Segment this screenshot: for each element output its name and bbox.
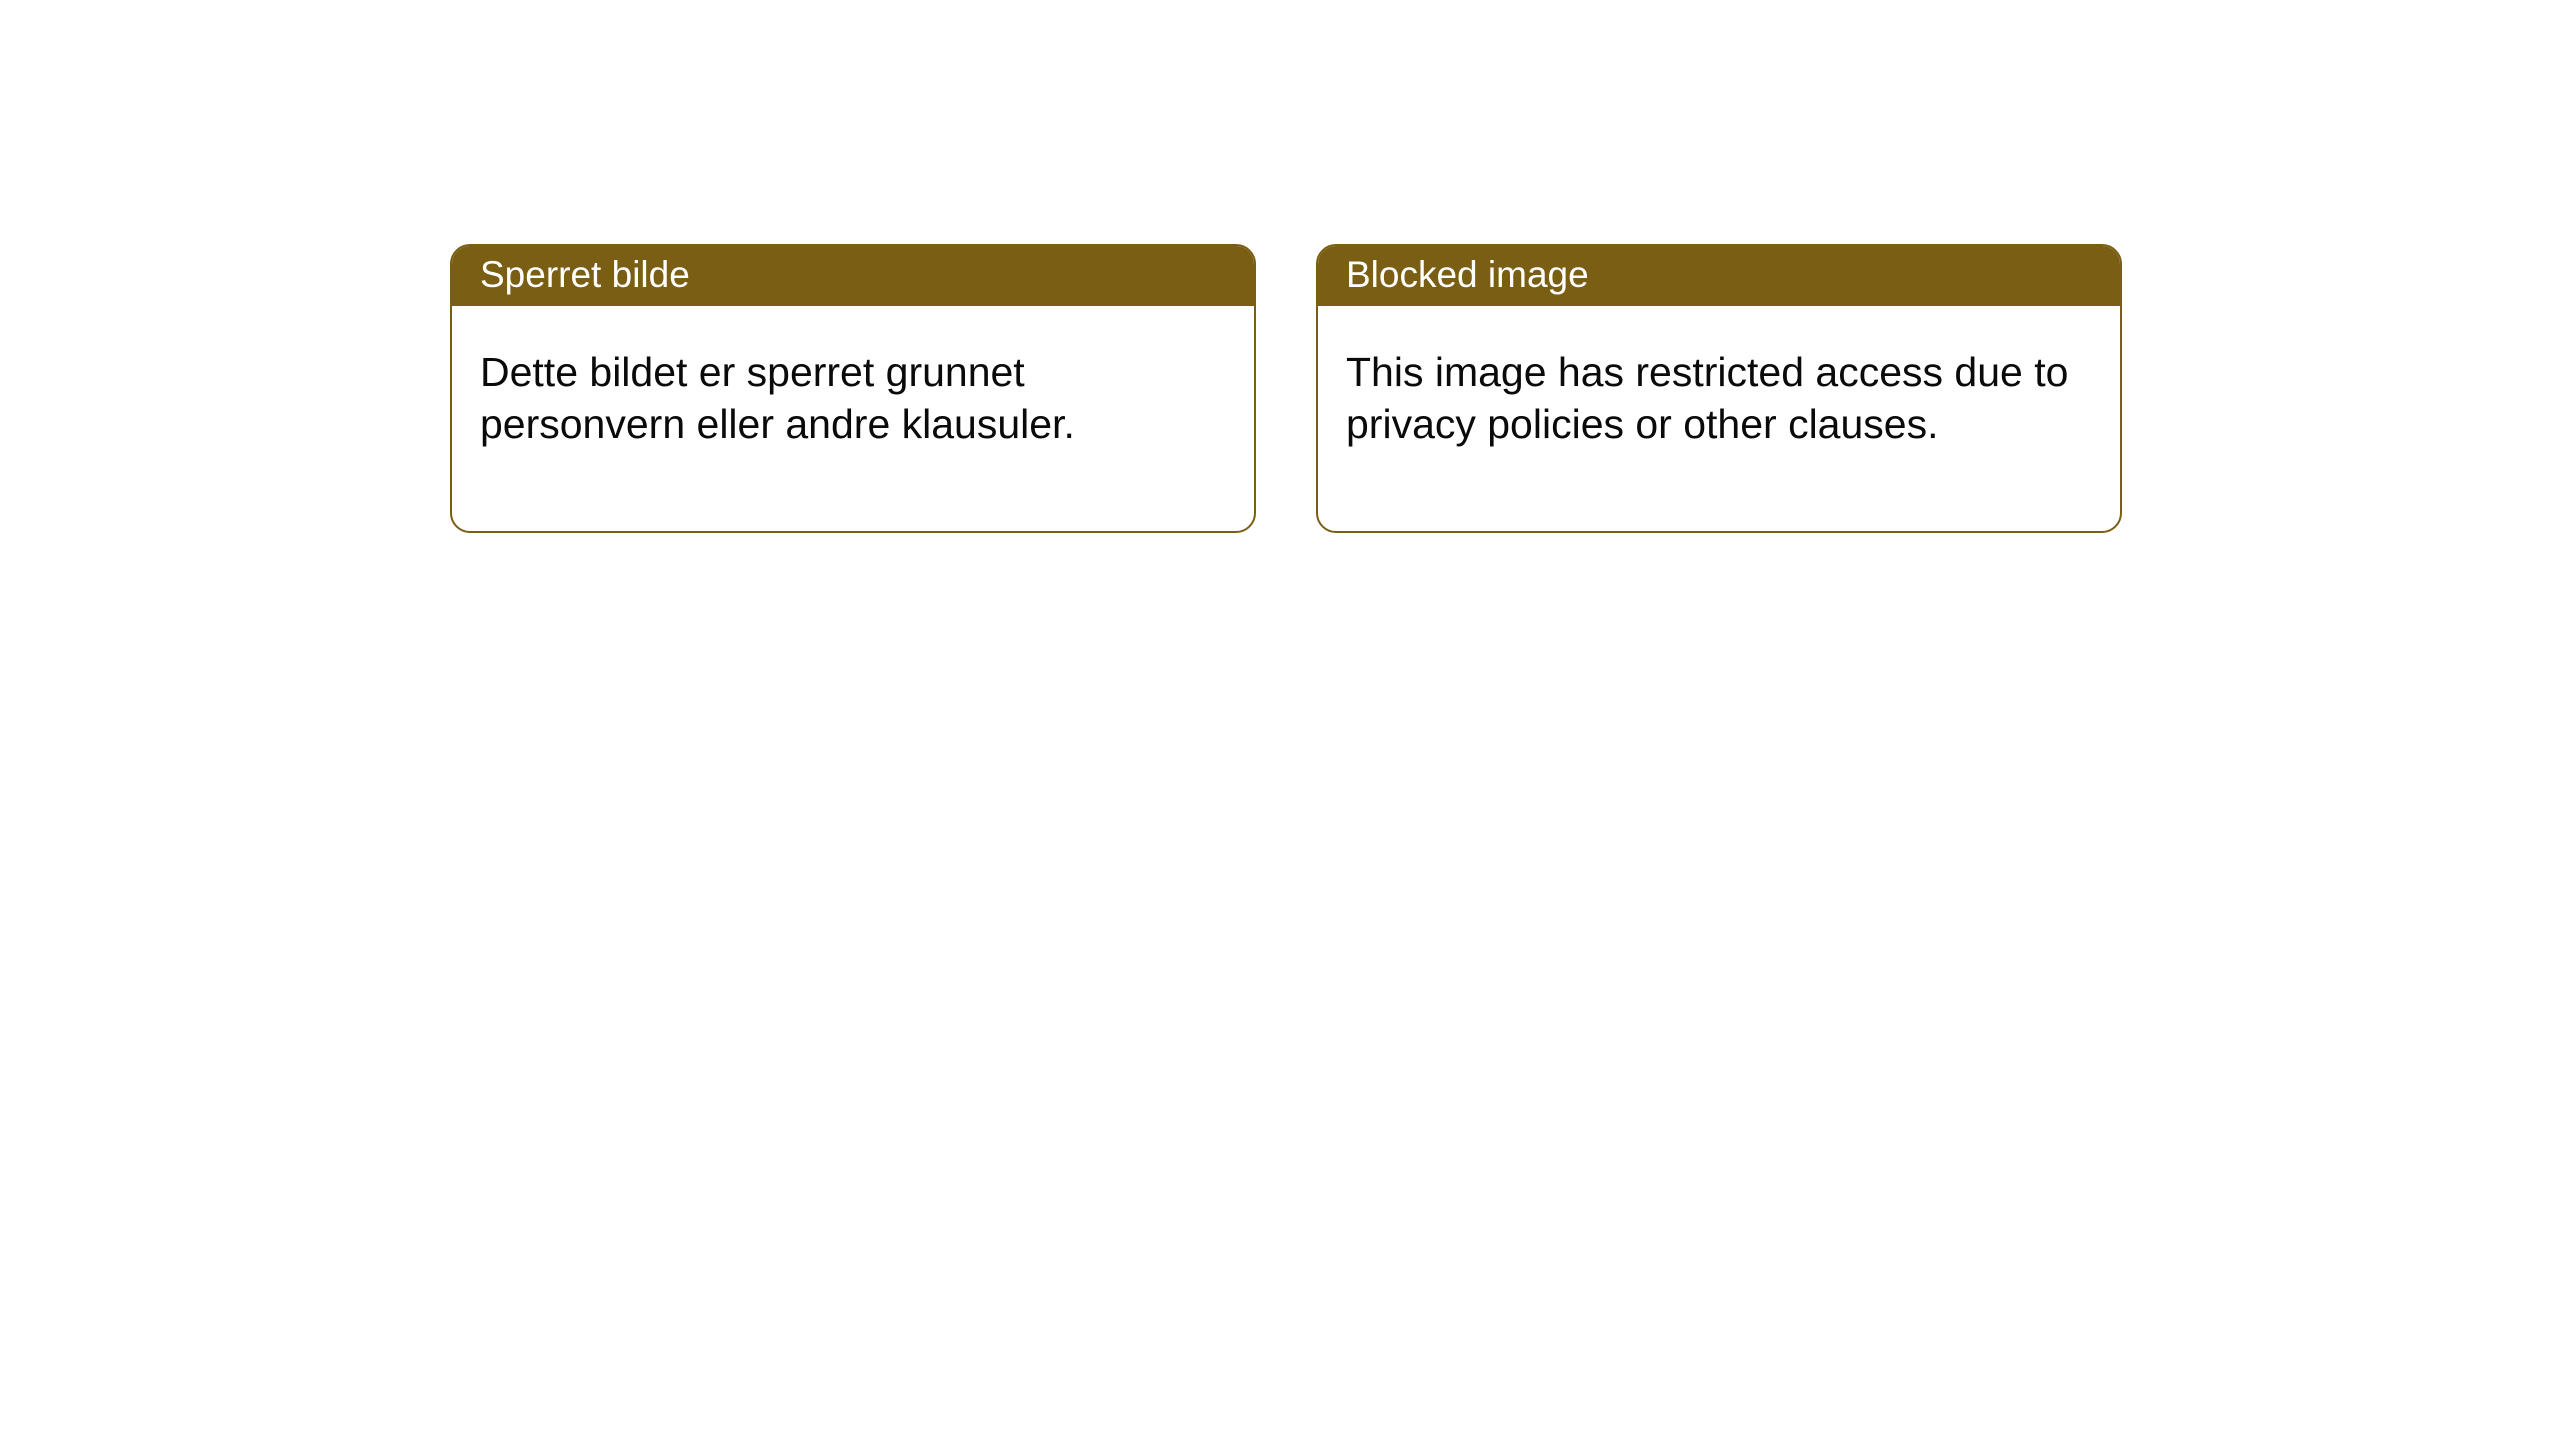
notice-cards-row: Sperret bilde Dette bildet er sperret gr… — [0, 0, 2560, 533]
card-body-text: This image has restricted access due to … — [1318, 306, 2120, 531]
card-body-text: Dette bildet er sperret grunnet personve… — [452, 306, 1254, 531]
card-title: Blocked image — [1318, 246, 2120, 306]
blocked-image-card-no: Sperret bilde Dette bildet er sperret gr… — [450, 244, 1256, 533]
card-title: Sperret bilde — [452, 246, 1254, 306]
blocked-image-card-en: Blocked image This image has restricted … — [1316, 244, 2122, 533]
